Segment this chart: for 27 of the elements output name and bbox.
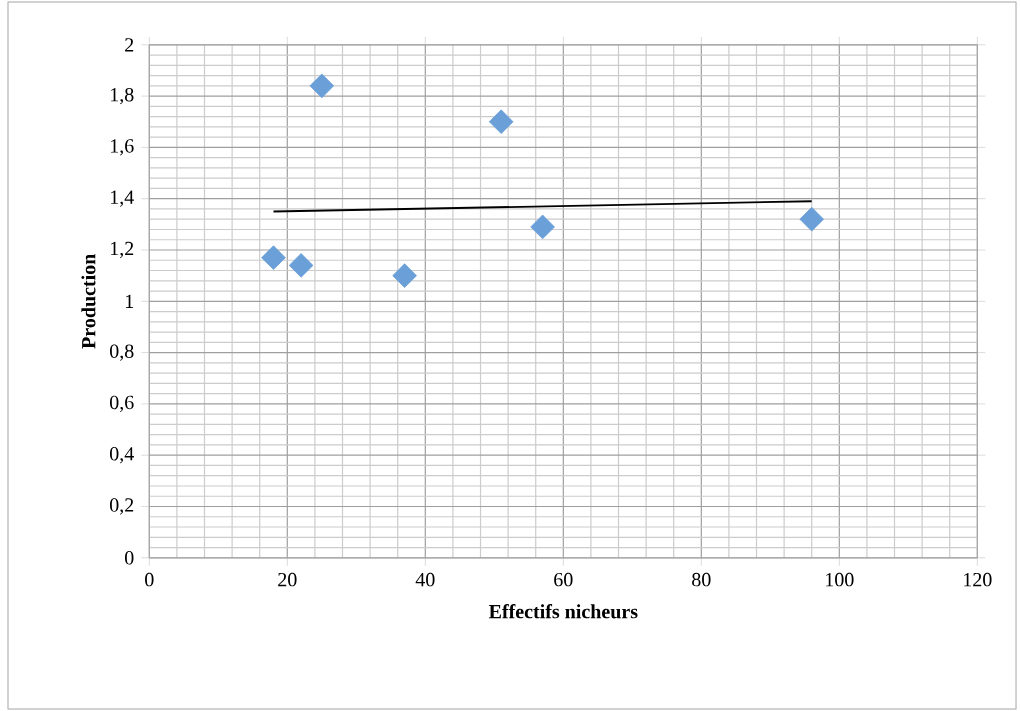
x-tick-label: 60 <box>554 572 573 587</box>
y-tick-label: 0,8 <box>109 344 134 361</box>
y-tick-label: 2 <box>125 38 134 52</box>
y-axis-title: Production <box>81 253 96 349</box>
x-tick-label: 40 <box>415 572 435 587</box>
point <box>488 109 514 135</box>
y-tick-label: 0,6 <box>109 395 134 413</box>
point <box>799 206 824 232</box>
point <box>288 253 314 278</box>
x-tick-label: 20 <box>278 572 297 587</box>
x-tick-label: 100 <box>826 572 854 587</box>
x-tick-label: 0 <box>145 572 154 587</box>
y-tick-label: 1,4 <box>110 190 134 207</box>
x-tick-label: 120 <box>964 572 992 587</box>
y-tick-label: 1,2 <box>110 241 134 259</box>
x-axis-title: Effectifs nicheurs <box>488 604 638 619</box>
y-tick-label: 1 <box>125 294 134 308</box>
x-tick-label: 80 <box>692 572 711 587</box>
point <box>309 73 335 99</box>
y-tick-label: 0 <box>124 551 134 565</box>
y-tick-label: 1,8 <box>110 87 134 105</box>
point <box>392 263 417 288</box>
point <box>261 245 286 270</box>
y-tick-label: 0,2 <box>109 498 134 515</box>
y-tick-label: 1,6 <box>110 139 134 156</box>
y-tick-label: 0,4 <box>109 447 134 464</box>
point <box>530 214 555 240</box>
